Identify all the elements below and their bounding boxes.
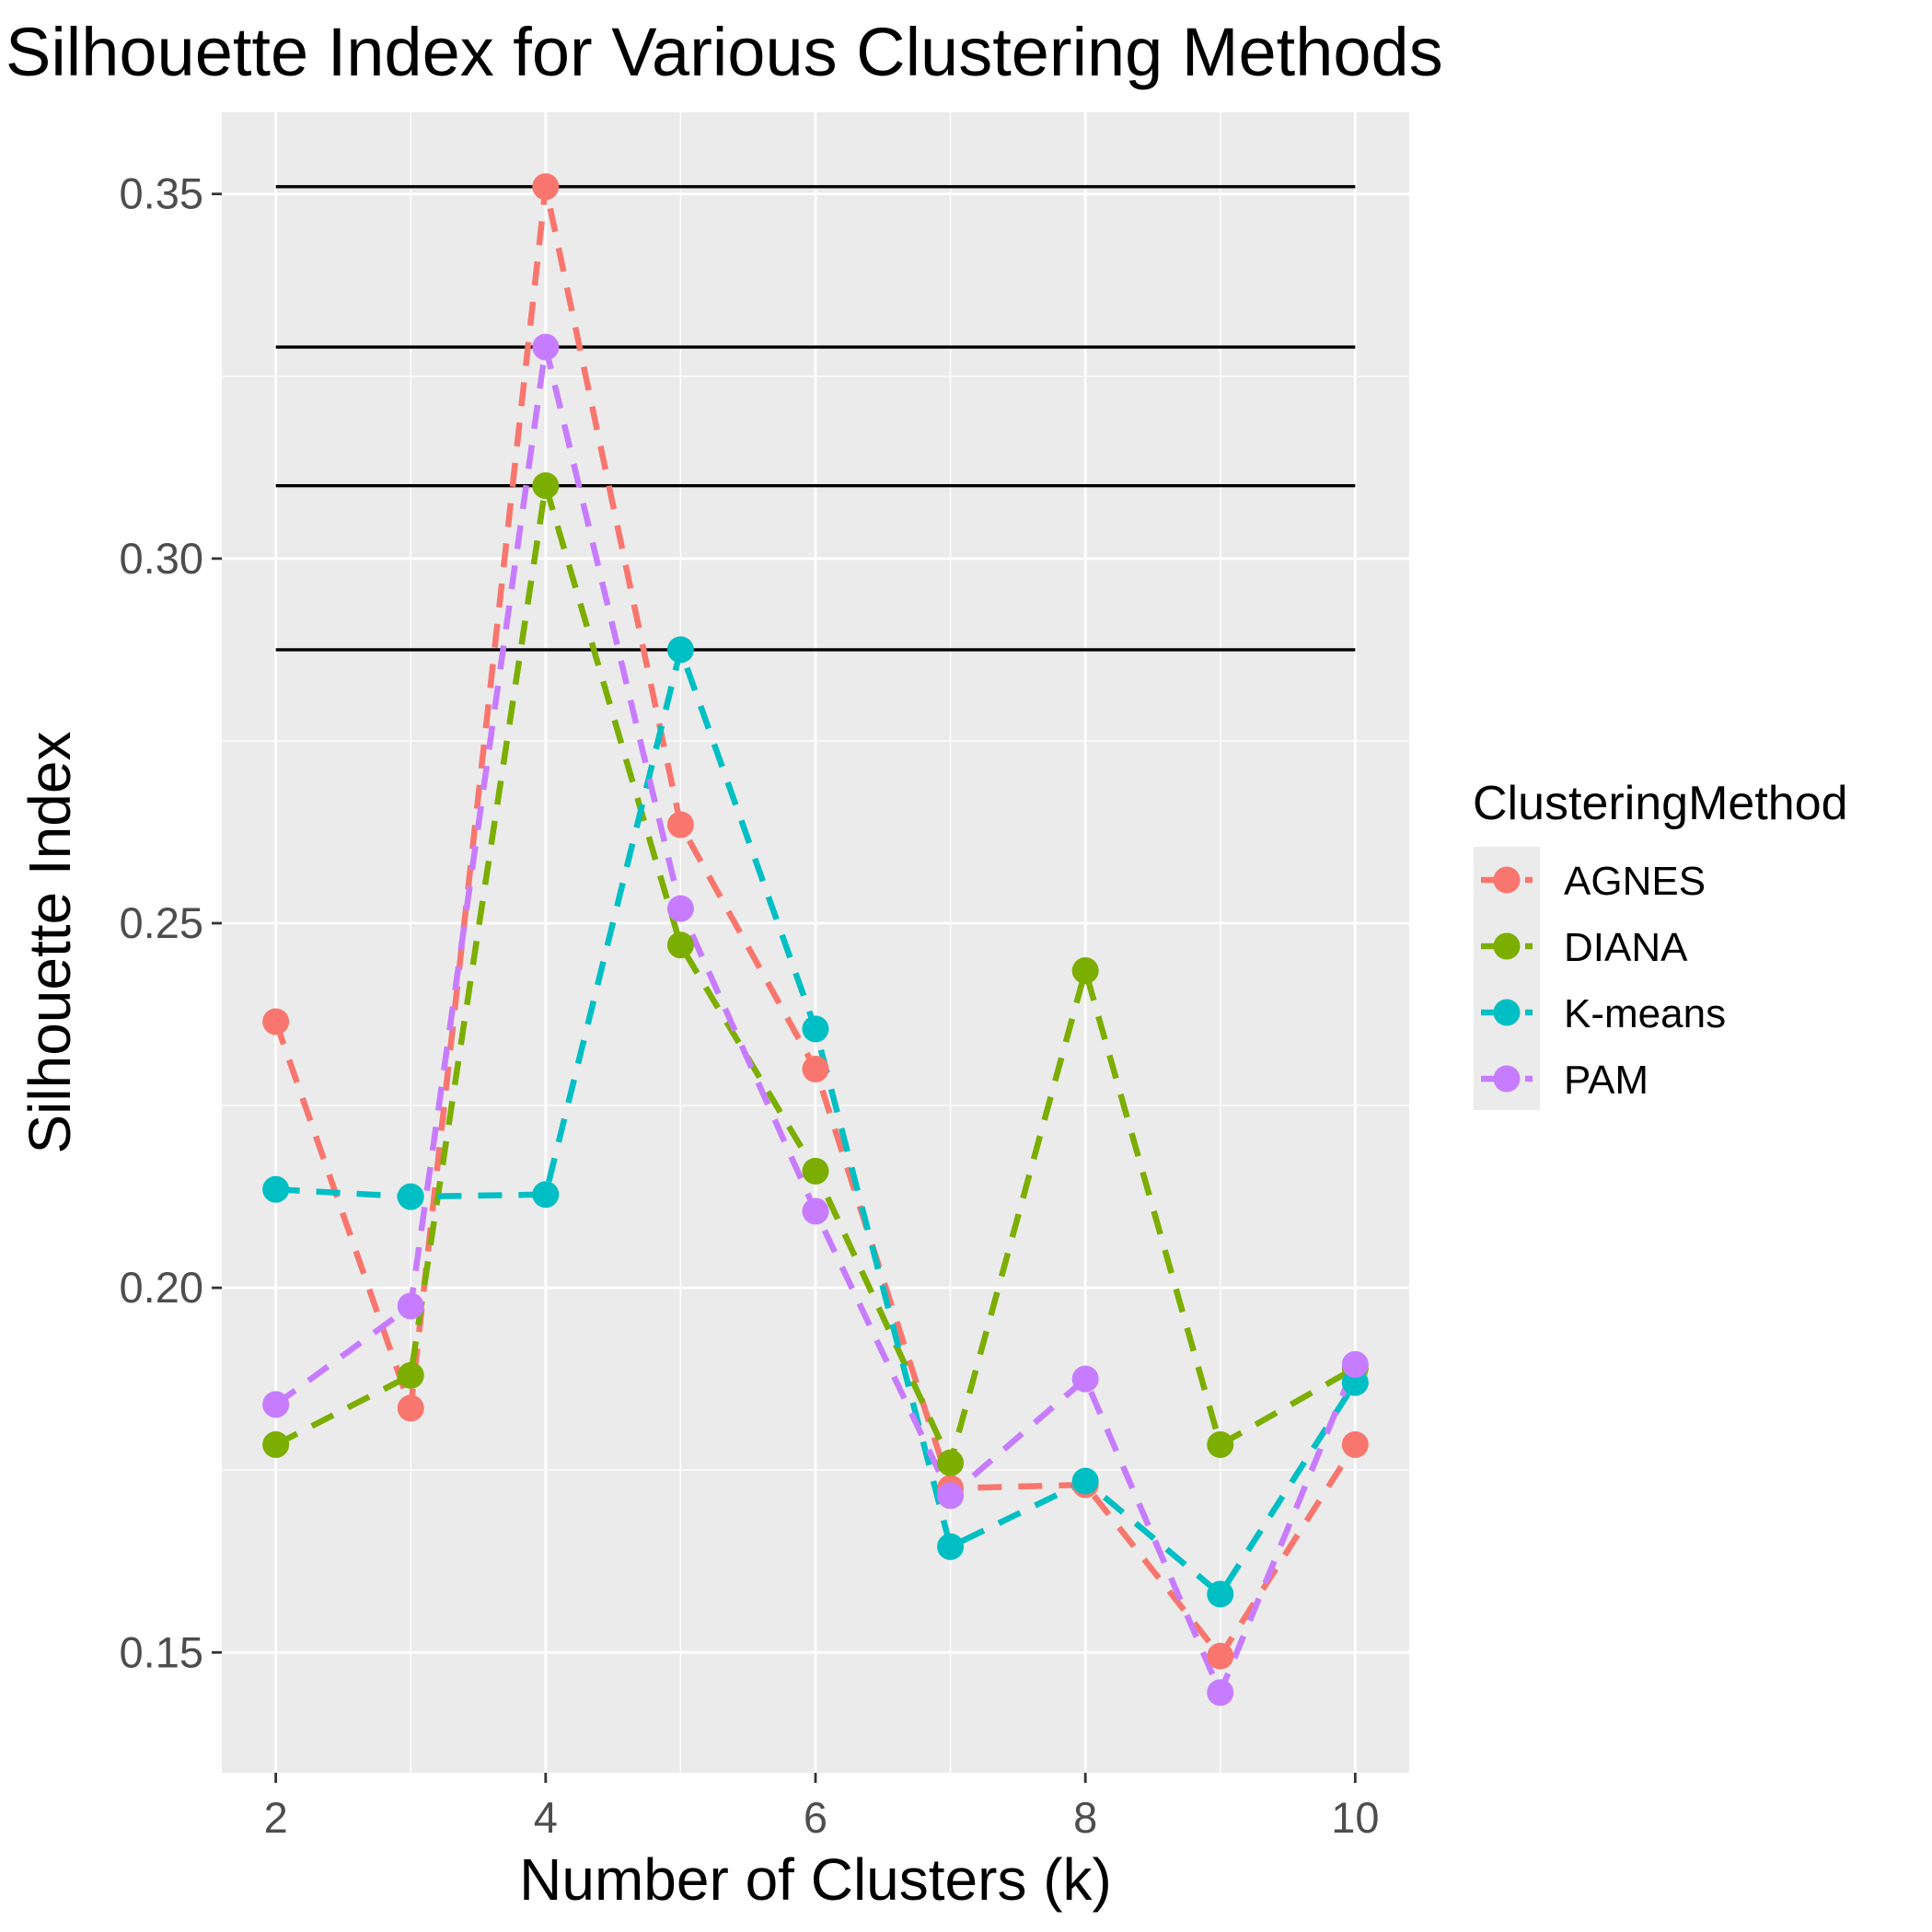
x-axis: 2 4 6 8 10 — [264, 1773, 1380, 1842]
reference-lines — [275, 185, 1356, 652]
y-tick-label: 0.30 — [120, 534, 203, 583]
data-point-diana — [1071, 957, 1099, 985]
data-point-diana — [397, 1361, 424, 1389]
data-point-pam — [1341, 1350, 1369, 1378]
series-points — [262, 173, 1369, 1706]
data-point-diana — [802, 1157, 829, 1185]
data-point-pam — [262, 1391, 290, 1418]
chart-title: Silhouette Index for Various Clustering … — [6, 14, 1443, 90]
data-point-diana — [937, 1449, 965, 1476]
data-point-pam — [1207, 1679, 1234, 1706]
x-tick-label: 4 — [534, 1793, 558, 1842]
data-point-k-means — [802, 1015, 829, 1043]
x-tick-label: 8 — [1073, 1793, 1097, 1842]
legend-key-point-k-means — [1493, 999, 1521, 1026]
y-tick-label: 0.35 — [120, 169, 203, 218]
legend-label-k-means: K-means — [1564, 991, 1726, 1036]
data-point-k-means — [666, 636, 694, 664]
data-point-agnes — [397, 1394, 424, 1422]
data-point-agnes — [262, 1008, 290, 1035]
legend-label-pam: PAM — [1564, 1058, 1649, 1103]
legend-key-point-diana — [1493, 932, 1521, 960]
data-point-pam — [666, 895, 694, 922]
y-axis: 0.15 0.20 0.25 0.30 0.35 — [120, 169, 222, 1676]
y-tick-label: 0.20 — [120, 1263, 203, 1312]
data-point-agnes — [802, 1055, 829, 1082]
data-point-diana — [666, 931, 694, 959]
major-gridlines — [222, 112, 1409, 1773]
x-axis-title: Number of Clusters (k) — [519, 1846, 1112, 1913]
legend-key-point-agnes — [1493, 866, 1521, 894]
data-point-diana — [262, 1430, 290, 1458]
data-point-pam — [802, 1197, 829, 1225]
y-tick-label: 0.25 — [120, 898, 203, 947]
data-point-agnes — [532, 173, 560, 201]
legend-label-diana: DIANA — [1564, 925, 1688, 970]
data-point-pam — [532, 333, 560, 361]
data-point-k-means — [532, 1181, 560, 1209]
data-point-k-means — [937, 1533, 965, 1560]
legend: ClusteringMethod AGNES DIANA K-means PAM — [1473, 777, 1848, 1110]
data-point-agnes — [1341, 1430, 1369, 1458]
x-tick-label: 6 — [804, 1793, 827, 1842]
data-point-diana — [532, 472, 560, 500]
data-point-k-means — [397, 1183, 424, 1210]
y-axis-title: Silhouette Index — [17, 732, 83, 1154]
data-point-k-means — [1207, 1580, 1234, 1608]
data-point-agnes — [1207, 1642, 1234, 1670]
legend-label-agnes: AGNES — [1564, 859, 1706, 904]
y-tick-label: 0.15 — [120, 1627, 203, 1676]
data-point-k-means — [262, 1175, 290, 1203]
data-point-k-means — [1071, 1467, 1099, 1495]
x-tick-label: 10 — [1331, 1793, 1379, 1842]
data-point-diana — [1207, 1430, 1234, 1458]
legend-title: ClusteringMethod — [1473, 777, 1848, 830]
data-point-pam — [937, 1482, 965, 1510]
legend-key-point-pam — [1493, 1065, 1521, 1093]
x-tick-label: 2 — [264, 1793, 288, 1842]
data-point-pam — [1071, 1365, 1099, 1393]
data-point-agnes — [666, 811, 694, 839]
data-point-pam — [397, 1292, 424, 1320]
